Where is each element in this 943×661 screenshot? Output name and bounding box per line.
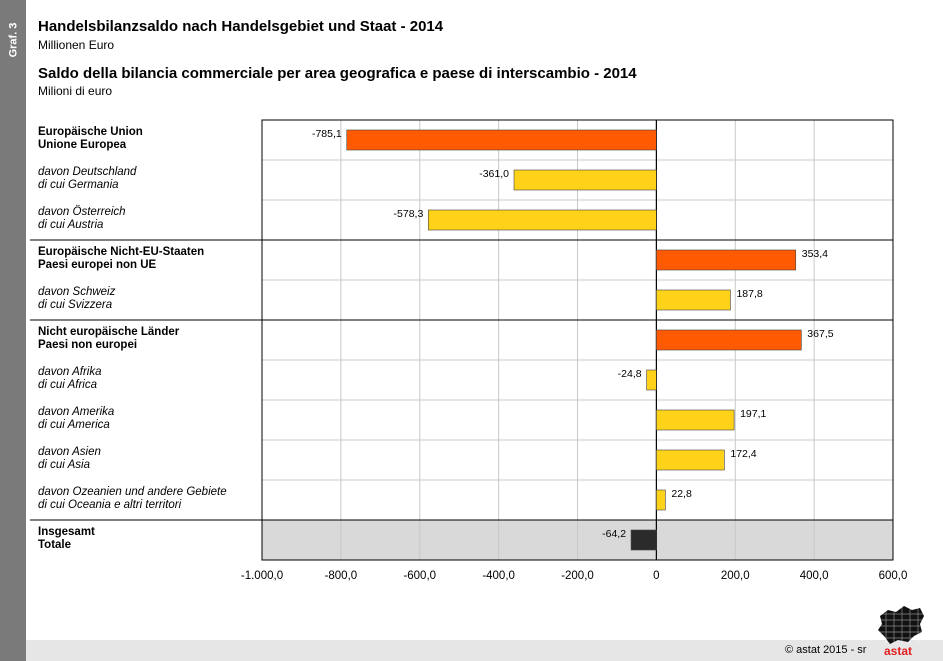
category-label: Nicht europäische Länder xyxy=(38,326,180,338)
bar xyxy=(656,329,802,351)
category-label: Europäische Nicht-EU-Staaten xyxy=(38,246,204,258)
category-label: Unione Europea xyxy=(38,139,127,151)
data-label: -361,0 xyxy=(479,168,509,180)
x-tick-label: 600,0 xyxy=(879,570,908,582)
category-label: Paesi europei non UE xyxy=(38,259,157,271)
unit-german: Millionen Euro xyxy=(38,38,115,52)
data-label: 367,5 xyxy=(807,328,833,340)
data-label: -578,3 xyxy=(394,208,424,220)
bar xyxy=(656,489,666,511)
category-label: di cui Africa xyxy=(38,379,97,391)
category-label: di cui Asia xyxy=(38,459,90,471)
x-tick-label: 200,0 xyxy=(721,570,750,582)
x-tick-label: -600,0 xyxy=(403,570,436,582)
bar xyxy=(513,169,657,191)
bar xyxy=(656,449,725,471)
bar xyxy=(656,409,735,431)
category-label: di cui Oceania e altri territori xyxy=(38,499,182,511)
title-italian: Saldo della bilancia commerciale per are… xyxy=(38,65,637,82)
category-label: Europäische Union xyxy=(38,126,143,138)
bar xyxy=(656,289,731,311)
category-label: Totale xyxy=(38,539,71,551)
category-label: davon Deutschland xyxy=(38,166,137,178)
category-label: davon Österreich xyxy=(38,206,126,218)
side-strip xyxy=(0,0,26,661)
category-label: davon Ozeanien und andere Gebiete xyxy=(38,486,227,498)
plot-frame xyxy=(261,119,894,561)
x-tick-label: -800,0 xyxy=(325,570,358,582)
x-tick-label: -400,0 xyxy=(482,570,515,582)
bar xyxy=(646,369,657,391)
bar xyxy=(428,209,657,231)
data-label: 353,4 xyxy=(802,248,828,260)
x-tick-label: -200,0 xyxy=(561,570,594,582)
category-label: di cui America xyxy=(38,419,110,431)
data-label: -64,2 xyxy=(602,528,626,540)
x-tick-label: 0 xyxy=(653,570,659,582)
bar xyxy=(630,529,657,551)
category-label: di cui Austria xyxy=(38,219,103,231)
title-german: Handelsbilanzsaldo nach Handelsgebiet un… xyxy=(38,18,444,35)
category-label: di cui Svizzera xyxy=(38,299,112,311)
category-label: Paesi non europei xyxy=(38,339,137,351)
category-label: davon Amerika xyxy=(38,406,114,418)
astat-logo-text: astat xyxy=(884,644,913,658)
category-label: davon Asien xyxy=(38,446,101,458)
data-label: 22,8 xyxy=(671,488,692,500)
bar xyxy=(346,129,657,151)
category-label: davon Afrika xyxy=(38,366,102,378)
x-tick-label: -1.000,0 xyxy=(241,570,283,582)
bar xyxy=(656,249,797,271)
data-label: 172,4 xyxy=(730,448,756,460)
x-tick-label: 400,0 xyxy=(800,570,829,582)
data-label: 187,8 xyxy=(736,288,762,300)
category-label: Insgesamt xyxy=(38,526,95,538)
unit-italian: Milioni di euro xyxy=(38,84,113,98)
data-label: -785,1 xyxy=(312,128,342,140)
astat-logo-icon xyxy=(878,606,924,644)
footer-band xyxy=(26,640,943,661)
data-label: 197,1 xyxy=(740,408,766,420)
category-label: di cui Germania xyxy=(38,179,119,191)
copyright-text: © astat 2015 - sr xyxy=(785,644,867,656)
data-label: -24,8 xyxy=(618,368,642,380)
category-label: davon Schweiz xyxy=(38,286,116,298)
